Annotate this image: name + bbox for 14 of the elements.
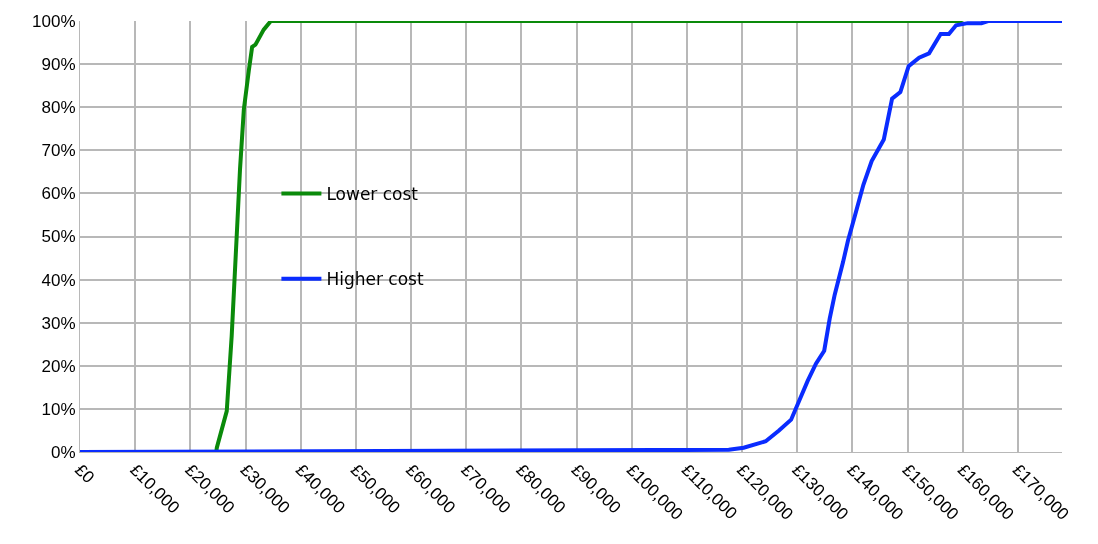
legend-label: Higher cost [326,269,424,290]
legend-label: Lower cost [326,184,419,205]
y-tick-label: 10% [41,399,76,419]
y-tick-label: 50% [41,227,76,247]
y-tick-label: 90% [41,55,76,75]
y-tick-label: 40% [41,270,76,290]
y-tick-label: 70% [41,141,76,161]
y-tick-label: 0% [51,442,76,462]
x-tick-label: £0 [71,460,98,488]
y-tick-label: 80% [41,98,76,118]
y-tick-label: 100% [32,11,76,31]
y-tick-label: 30% [41,313,76,333]
y-tick-label: 20% [41,356,76,376]
y-tick-label: 60% [41,184,76,204]
